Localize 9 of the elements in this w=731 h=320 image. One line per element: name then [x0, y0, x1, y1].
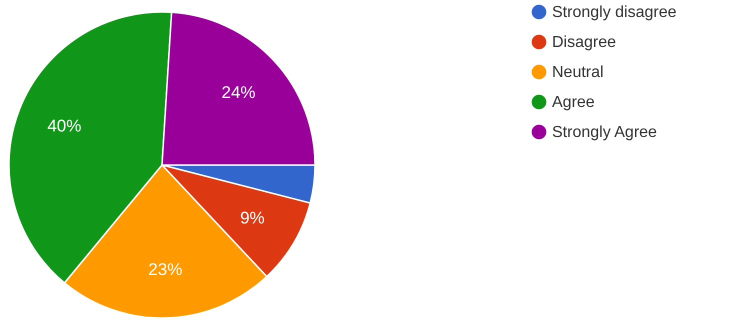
data-label: 23%	[148, 260, 182, 279]
data-label: 24%	[222, 83, 256, 102]
legend-label: Agree	[552, 94, 595, 111]
legend-label: Disagree	[552, 34, 616, 51]
data-label: 40%	[47, 116, 82, 136]
legend-label: Strongly disagree	[552, 4, 677, 21]
legend-label: Strongly Agree	[552, 124, 658, 141]
legend-label: Neutral	[552, 64, 604, 81]
data-label: 9%	[240, 208, 265, 228]
